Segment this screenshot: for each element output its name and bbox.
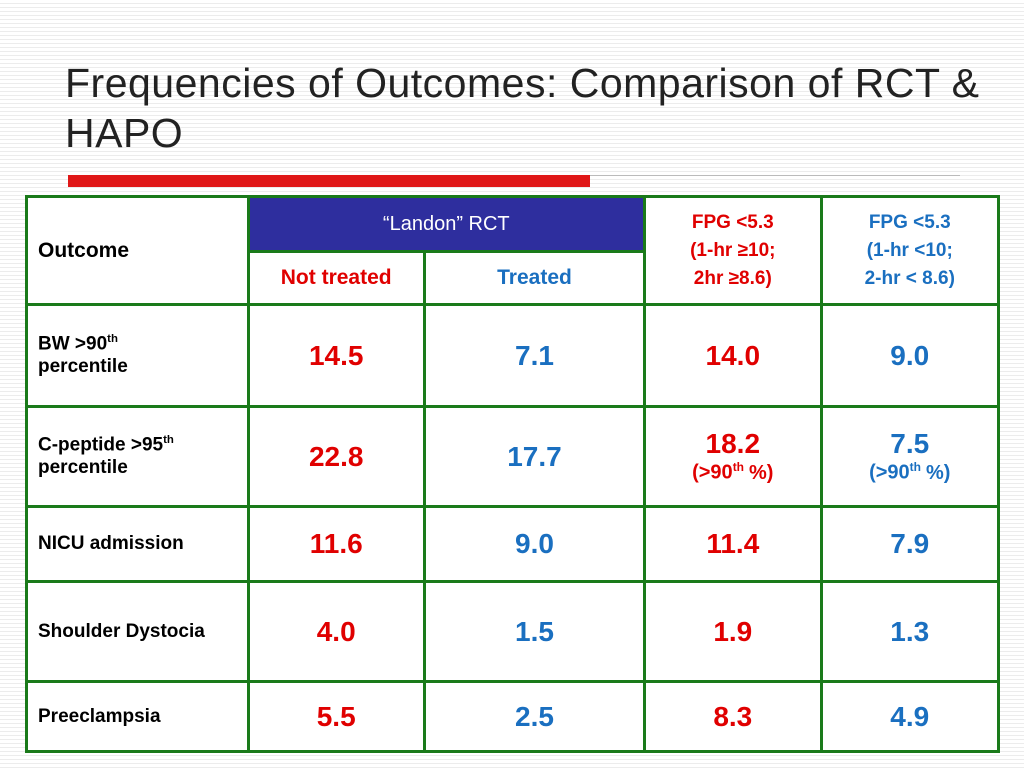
- row-label: Preeclampsia: [25, 680, 250, 753]
- text: percentile: [38, 456, 128, 478]
- value: 4.0: [316, 615, 356, 647]
- text: (>90: [692, 461, 733, 484]
- text: (>90: [869, 461, 910, 484]
- value-cell: 11.4: [643, 505, 823, 583]
- title-rule: [590, 175, 960, 176]
- value: 14.5: [308, 339, 364, 371]
- value-cell: 4.0: [246, 580, 426, 683]
- row-label: BW >90th percentile: [25, 303, 250, 408]
- value: 9.0: [515, 528, 554, 559]
- value-note: (>90th%): [823, 460, 997, 485]
- header-line: (1-hr ≥10;: [690, 239, 776, 261]
- superscript: th: [163, 434, 174, 447]
- value: 14.0: [705, 339, 761, 371]
- header-line: FPG <5.3: [691, 211, 774, 233]
- value-cell: 8.3: [643, 680, 823, 753]
- value: 1.3: [890, 615, 930, 647]
- value-cell: 18.2 (>90th%): [643, 405, 823, 508]
- header-fpg-high: FPG <5.3 (1-hr ≥10; 2hr ≥8.6): [643, 195, 823, 306]
- value: 17.7: [507, 440, 562, 472]
- value: 11.6: [309, 528, 363, 559]
- value: 11.4: [706, 528, 760, 559]
- superscript: th: [909, 460, 921, 475]
- value: 2.5: [515, 700, 554, 732]
- text: Shoulder Dystocia: [38, 620, 205, 642]
- value: 8.3: [713, 700, 753, 732]
- header-outcome: Outcome: [25, 195, 250, 306]
- value-cell: 9.0: [819, 303, 1001, 408]
- text: Preeclampsia: [38, 705, 161, 727]
- value-cell: 2.5: [422, 680, 647, 753]
- row-label: Shoulder Dystocia: [25, 580, 250, 683]
- value-cell: 9.0: [422, 505, 647, 583]
- value-cell: 1.3: [819, 580, 1001, 683]
- value: 4.9: [890, 700, 930, 732]
- value: 22.8: [308, 440, 364, 472]
- value-cell: 22.8: [246, 405, 426, 508]
- text: %): [925, 461, 951, 484]
- table-row: Shoulder Dystocia 4.0 1.5 1.9 1.3: [25, 580, 1001, 683]
- table-row: BW >90th percentile 14.5 7.1 14.0 9.0: [25, 303, 1001, 408]
- text: NICU admission: [38, 533, 184, 554]
- value: 1.5: [515, 615, 554, 647]
- table-row: Preeclampsia 5.5 2.5 8.3 4.9: [25, 680, 1001, 753]
- value-cell: 7.1: [422, 303, 647, 408]
- text: BW >90: [38, 333, 108, 355]
- value-cell: 1.9: [643, 580, 823, 683]
- header-treated: Treated: [422, 250, 647, 306]
- value: 7.9: [890, 528, 930, 559]
- text: %): [749, 461, 774, 484]
- table-row: C-peptide >95th percentile 22.8 17.7 18.2 (>9…: [25, 405, 1001, 508]
- value-cell: 4.9: [819, 680, 1001, 753]
- value-cell: 14.0: [643, 303, 823, 408]
- value-cell: 7.9: [819, 505, 1001, 583]
- value: 18.2: [705, 428, 761, 460]
- header-rct: “Landon” RCT: [246, 195, 647, 253]
- header-fpg-low: FPG <5.3 (1-hr <10; 2-hr < 8.6): [819, 195, 1001, 306]
- row-label: NICU admission: [25, 505, 250, 583]
- header-line: FPG <5.3: [868, 211, 951, 233]
- value: 1.9: [713, 615, 753, 647]
- slide-title: Frequencies of Outcomes: Comparison of R…: [65, 60, 980, 156]
- table-row: NICU admission 11.6 9.0 11.4 7.9: [25, 505, 1001, 583]
- superscript: th: [732, 460, 745, 475]
- value: 5.5: [316, 700, 356, 732]
- header-line: 2-hr < 8.6): [864, 267, 955, 289]
- value-cell: 7.5 (>90th%): [819, 405, 1001, 508]
- value: 7.5: [890, 428, 930, 460]
- superscript: th: [107, 333, 118, 346]
- value: 7.1: [515, 339, 554, 371]
- value-cell: 1.5: [422, 580, 647, 683]
- title-underline: [68, 175, 590, 187]
- value-cell: 5.5: [246, 680, 426, 753]
- text: percentile: [38, 355, 128, 377]
- value-note: (>90th%): [646, 460, 819, 485]
- header-line: 2hr ≥8.6): [693, 267, 772, 289]
- outcomes-table: Outcome “Landon” RCT FPG <5.3 (1-hr ≥10;…: [25, 195, 1001, 753]
- row-label: C-peptide >95th percentile: [25, 405, 250, 508]
- text: C-peptide >95: [38, 434, 164, 456]
- value-cell: 14.5: [246, 303, 426, 408]
- header-not-treated: Not treated: [246, 250, 426, 306]
- header-line: (1-hr <10;: [866, 239, 953, 261]
- value: 9.0: [890, 339, 930, 371]
- value-cell: 17.7: [422, 405, 647, 508]
- value-cell: 11.6: [246, 505, 426, 583]
